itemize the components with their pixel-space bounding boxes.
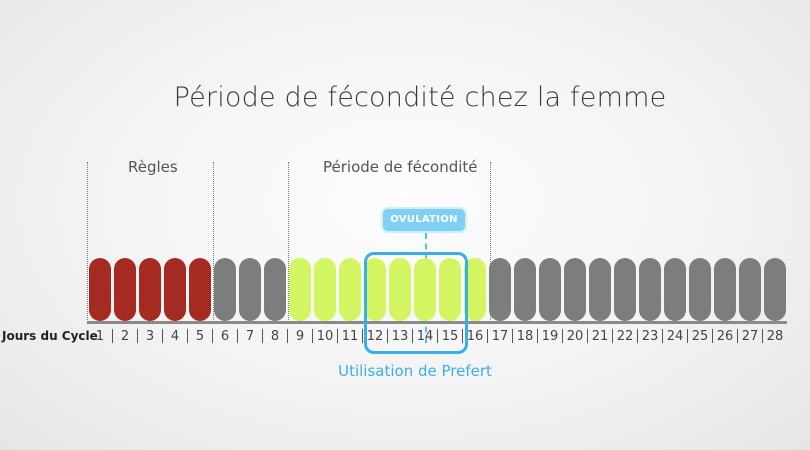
day-label-7: 7 bbox=[245, 329, 255, 344]
divider-fecondite-end bbox=[490, 162, 491, 322]
day-label-1: 1 bbox=[95, 329, 105, 344]
day-pill-8 bbox=[264, 258, 286, 321]
day-label-25: 25 bbox=[691, 329, 709, 344]
day-label-24: 24 bbox=[666, 329, 684, 344]
day-label-22: 22 bbox=[616, 329, 634, 344]
day-separator bbox=[437, 329, 438, 343]
day-pill-13 bbox=[389, 258, 411, 321]
day-separator bbox=[487, 329, 488, 343]
day-separator bbox=[137, 329, 138, 343]
prefert-highlight-box bbox=[364, 252, 468, 354]
day-separator bbox=[337, 329, 338, 343]
day-pill-19 bbox=[539, 258, 561, 321]
day-label-13: 13 bbox=[391, 329, 409, 344]
day-separator bbox=[737, 329, 738, 343]
day-separator bbox=[387, 329, 388, 343]
day-pill-22 bbox=[614, 258, 636, 321]
day-separator bbox=[512, 329, 513, 343]
day-pill-21 bbox=[589, 258, 611, 321]
day-label-23: 23 bbox=[641, 329, 659, 344]
day-separator bbox=[537, 329, 538, 343]
day-separator bbox=[687, 329, 688, 343]
day-pill-9 bbox=[289, 258, 311, 321]
divider-start bbox=[87, 162, 88, 322]
slide-title: Période de fécondité chez la femme bbox=[173, 82, 667, 113]
day-separator bbox=[762, 329, 763, 343]
day-label-3: 3 bbox=[145, 329, 155, 344]
day-label-8: 8 bbox=[270, 329, 280, 344]
day-label-26: 26 bbox=[716, 329, 734, 344]
day-pill-11 bbox=[339, 258, 361, 321]
day-label-20: 20 bbox=[566, 329, 584, 344]
day-separator bbox=[312, 329, 313, 343]
day-label-2: 2 bbox=[120, 329, 130, 344]
day-pill-24 bbox=[664, 258, 686, 321]
day-separator bbox=[112, 329, 113, 343]
day-pill-4 bbox=[164, 258, 186, 321]
day-separator bbox=[287, 329, 288, 343]
axis-label: Jours du Cycle bbox=[2, 329, 98, 343]
day-separator bbox=[187, 329, 188, 343]
phase-label-fecondite: Période de fécondité bbox=[323, 158, 478, 176]
day-label-5: 5 bbox=[195, 329, 205, 344]
day-label-17: 17 bbox=[491, 329, 509, 344]
day-separator bbox=[412, 329, 413, 343]
day-pill-6 bbox=[214, 258, 236, 321]
day-pill-27 bbox=[739, 258, 761, 321]
day-pill-26 bbox=[714, 258, 736, 321]
day-pill-10 bbox=[314, 258, 336, 321]
day-pill-14 bbox=[414, 258, 436, 321]
day-pill-7 bbox=[239, 258, 261, 321]
day-separator bbox=[612, 329, 613, 343]
day-pill-28 bbox=[764, 258, 786, 321]
day-separator bbox=[712, 329, 713, 343]
day-label-6: 6 bbox=[220, 329, 230, 344]
day-pill-5 bbox=[189, 258, 211, 321]
day-pill-18 bbox=[514, 258, 536, 321]
prefert-label: Utilisation de Prefert bbox=[338, 362, 492, 380]
day-pill-1 bbox=[89, 258, 111, 321]
day-pill-12 bbox=[364, 258, 386, 321]
day-separator bbox=[237, 329, 238, 343]
day-label-10: 10 bbox=[316, 329, 334, 344]
cycle-baseline bbox=[87, 321, 787, 324]
phase-label-regles: Règles bbox=[128, 158, 178, 176]
day-pill-20 bbox=[564, 258, 586, 321]
day-label-15: 15 bbox=[441, 329, 459, 344]
day-pill-16 bbox=[464, 258, 486, 321]
day-separator bbox=[262, 329, 263, 343]
day-label-9: 9 bbox=[295, 329, 305, 344]
divider-regles-end bbox=[213, 162, 214, 322]
day-label-14: 14 bbox=[416, 329, 434, 344]
divider-fecondite-start bbox=[288, 162, 289, 322]
day-pill-3 bbox=[139, 258, 161, 321]
day-separator bbox=[637, 329, 638, 343]
day-pill-2 bbox=[114, 258, 136, 321]
day-separator bbox=[662, 329, 663, 343]
day-label-11: 11 bbox=[341, 329, 359, 344]
day-label-18: 18 bbox=[516, 329, 534, 344]
day-separator bbox=[562, 329, 563, 343]
day-label-28: 28 bbox=[766, 329, 784, 344]
day-label-21: 21 bbox=[591, 329, 609, 344]
day-separator bbox=[362, 329, 363, 343]
day-pill-17 bbox=[489, 258, 511, 321]
day-label-16: 16 bbox=[466, 329, 484, 344]
day-label-12: 12 bbox=[366, 329, 384, 344]
day-label-19: 19 bbox=[541, 329, 559, 344]
day-pill-15 bbox=[439, 258, 461, 321]
day-separator bbox=[212, 329, 213, 343]
day-label-27: 27 bbox=[741, 329, 759, 344]
day-pill-23 bbox=[639, 258, 661, 321]
day-separator bbox=[462, 329, 463, 343]
day-separator bbox=[162, 329, 163, 343]
day-pill-25 bbox=[689, 258, 711, 321]
ovulation-badge: OVULATION bbox=[383, 209, 465, 231]
day-label-4: 4 bbox=[170, 329, 180, 344]
day-separator bbox=[587, 329, 588, 343]
